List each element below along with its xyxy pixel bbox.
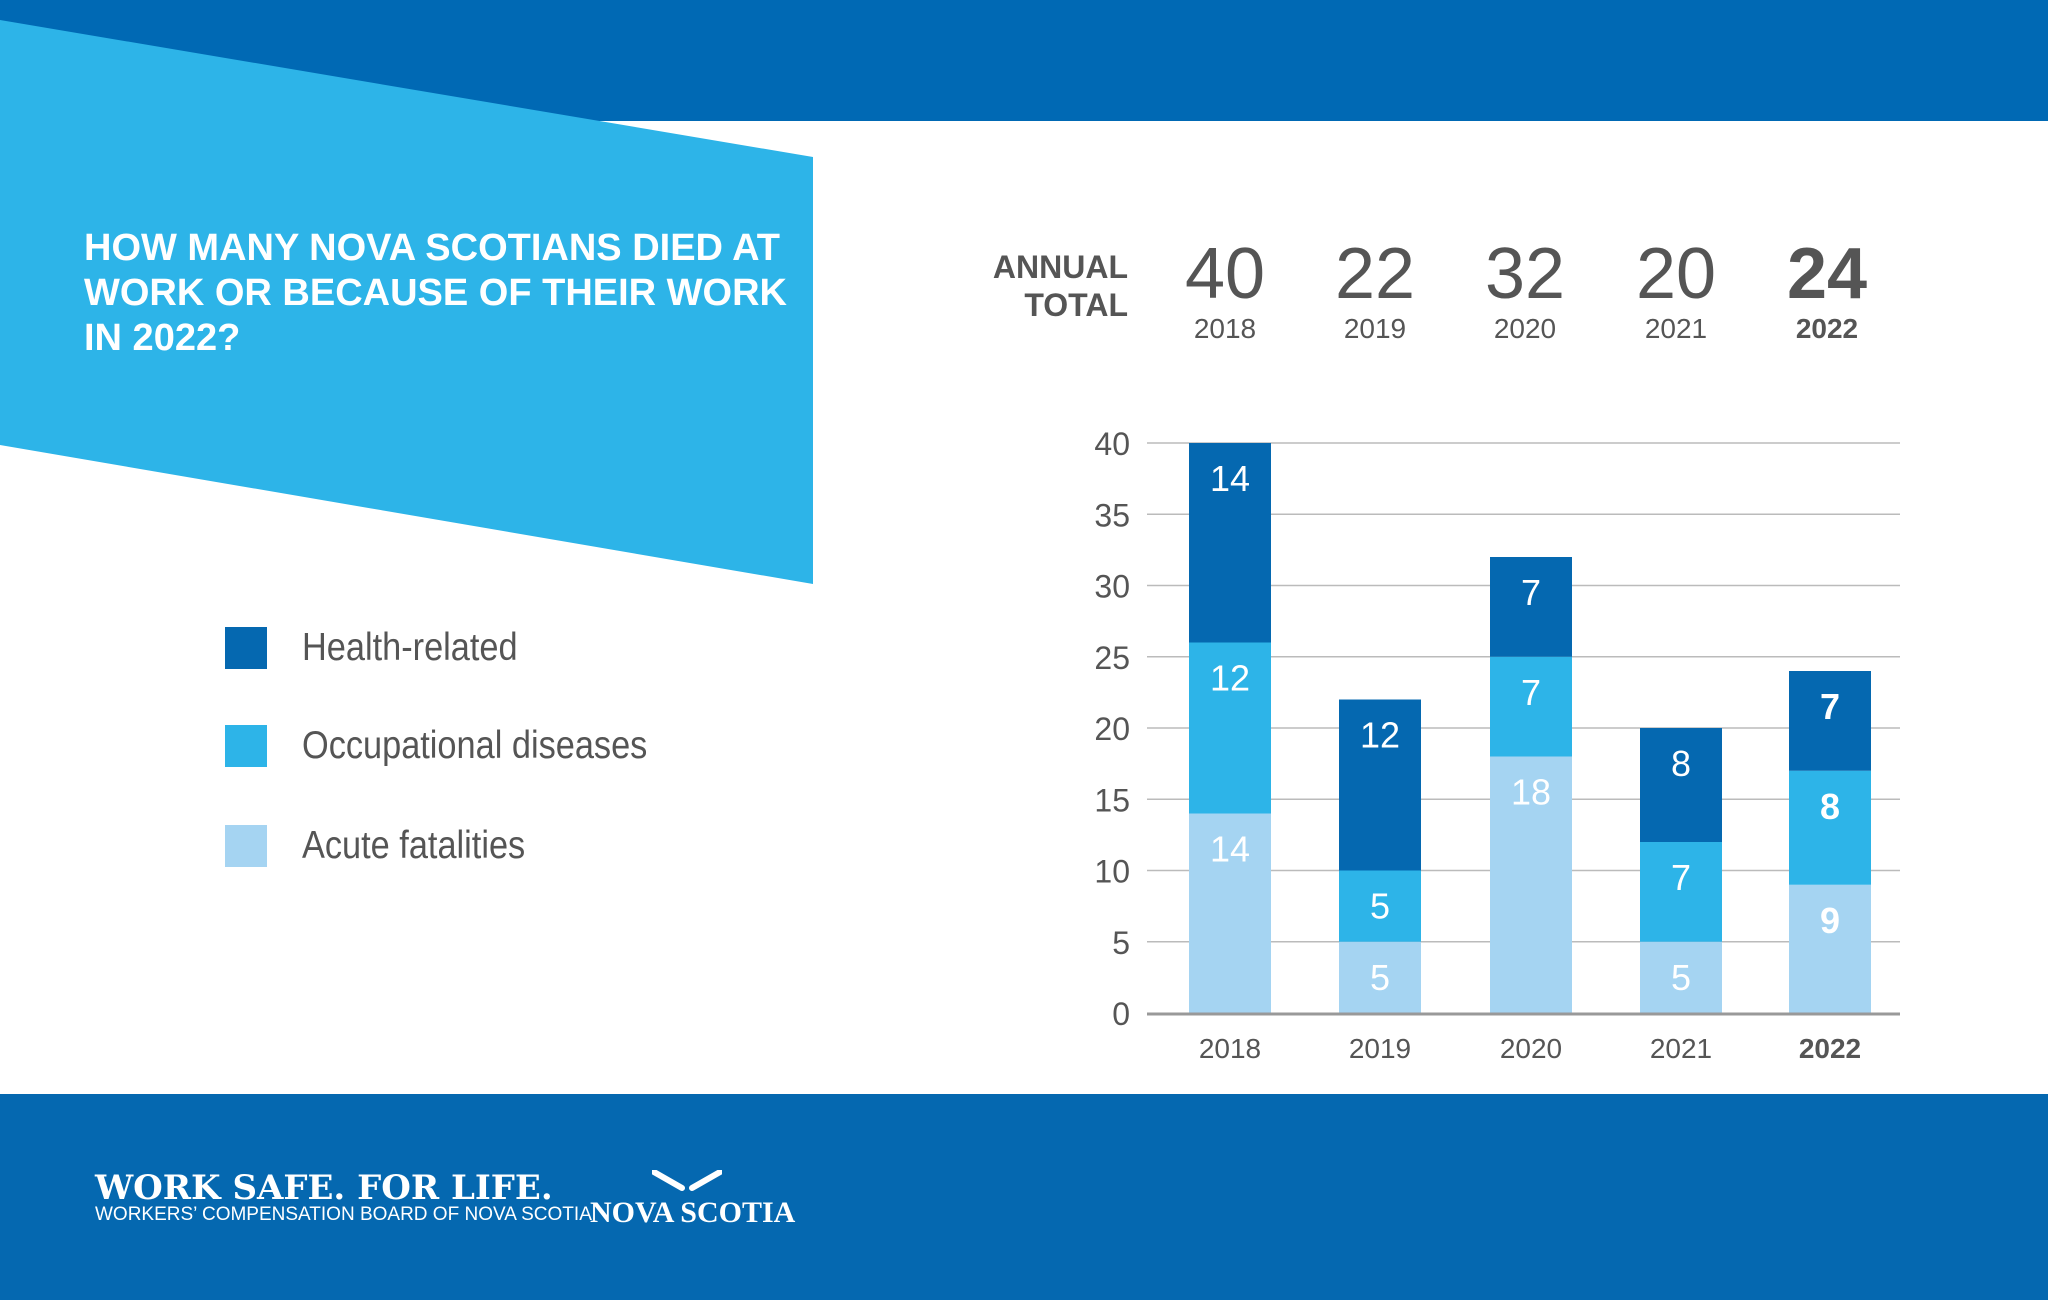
annual-total-2022: 24 2022 xyxy=(1747,236,1907,346)
footer-bar xyxy=(0,1094,2048,1300)
legend-item-acute: Acute fatalities xyxy=(225,824,556,867)
annual-total-2021: 20 2021 xyxy=(1596,236,1756,346)
bar-segment xyxy=(1789,770,1871,885)
y-tick-label: 35 xyxy=(1094,497,1130,533)
bar-segment xyxy=(1490,756,1572,1013)
logo-text: NOVA SCOTIA xyxy=(590,1196,796,1229)
y-tick-label: 10 xyxy=(1094,854,1130,890)
bar-segment xyxy=(1490,656,1572,757)
data-label: 5 xyxy=(1370,957,1390,998)
y-tick-label: 5 xyxy=(1112,925,1130,961)
annual-total-label: ANNUAL TOTAL xyxy=(960,248,1128,324)
x-tick-label: 2022 xyxy=(1799,1033,1861,1064)
bar-segment xyxy=(1640,941,1722,1013)
bar-segment xyxy=(1189,642,1271,814)
total-year: 2021 xyxy=(1644,313,1708,344)
bar-segment xyxy=(1189,813,1271,1013)
bar-segment xyxy=(1640,728,1722,842)
saltire-icon xyxy=(652,1170,722,1191)
data-label: 5 xyxy=(1370,886,1390,927)
annual-total-2018: 40 2018 xyxy=(1145,236,1305,346)
bar-segment xyxy=(1339,870,1421,942)
legend-item-health: Health-related xyxy=(225,626,547,669)
annual-total-2019: 22 2019 xyxy=(1295,236,1455,346)
stacked-bar-chart: 0 5 10 15 20 25 30 35 40 14 12 14 2018 5 5 12 2019 18 7 7 20… xyxy=(1094,426,1900,1064)
bar-segment xyxy=(1490,557,1572,657)
data-label: 14 xyxy=(1210,458,1250,499)
slogan: WORK SAFE. FOR LIFE. xyxy=(95,1168,553,1208)
bar-segment xyxy=(1789,884,1871,1013)
data-label: 7 xyxy=(1671,857,1691,898)
x-tick-label: 2021 xyxy=(1650,1033,1712,1064)
total-value: 24 xyxy=(1786,234,1868,314)
bar-segment xyxy=(1339,699,1421,871)
total-year: 2022 xyxy=(1795,313,1859,344)
x-tick-label: 2018 xyxy=(1199,1033,1261,1064)
annual-label-line2: TOTAL xyxy=(1024,287,1128,323)
legend-swatch xyxy=(225,725,267,767)
legend-label: Occupational diseases xyxy=(302,724,648,767)
x-tick-label: 2019 xyxy=(1349,1033,1411,1064)
data-label: 7 xyxy=(1521,672,1541,713)
total-value: 32 xyxy=(1484,234,1566,314)
total-year: 2018 xyxy=(1193,313,1257,344)
y-tick-label: 15 xyxy=(1094,782,1130,818)
data-label: 12 xyxy=(1210,658,1250,699)
data-label: 14 xyxy=(1210,829,1250,870)
legend-swatch xyxy=(225,627,267,669)
data-label: 9 xyxy=(1820,900,1840,941)
total-value: 40 xyxy=(1184,234,1266,314)
annual-total-2020: 32 2020 xyxy=(1445,236,1605,346)
legend-swatch xyxy=(225,825,267,867)
total-year: 2020 xyxy=(1493,313,1557,344)
y-tick-label: 20 xyxy=(1094,711,1130,747)
bar-segment xyxy=(1189,443,1271,643)
data-label: 8 xyxy=(1671,743,1691,784)
bar-segment xyxy=(1339,941,1421,1013)
y-tick-label: 30 xyxy=(1094,569,1130,605)
title-banner xyxy=(0,20,813,584)
data-label: 18 xyxy=(1511,772,1551,813)
data-label: 8 xyxy=(1820,786,1840,827)
y-tick-label: 40 xyxy=(1094,426,1130,462)
y-tick-label: 25 xyxy=(1094,640,1130,676)
data-label: 7 xyxy=(1521,572,1541,613)
total-year: 2019 xyxy=(1343,313,1407,344)
legend-label: Health-related xyxy=(302,626,518,669)
data-label: 12 xyxy=(1360,715,1400,756)
bar-segment xyxy=(1789,671,1871,771)
data-label: 7 xyxy=(1820,686,1840,727)
y-tick-label: 0 xyxy=(1112,996,1130,1032)
data-label: 5 xyxy=(1671,957,1691,998)
legend-label: Acute fatalities xyxy=(302,824,526,867)
x-tick-label: 2020 xyxy=(1500,1033,1562,1064)
org-name: WORKERS’ COMPENSATION BOARD OF NOVA SCOT… xyxy=(95,1204,592,1225)
nova-scotia-logo: NOVA SCOTIA xyxy=(590,1170,796,1230)
total-value: 22 xyxy=(1334,234,1416,314)
page-title: HOW MANY NOVA SCOTIANS DIED AT WORK OR B… xyxy=(84,227,787,359)
total-value: 20 xyxy=(1635,234,1717,314)
legend-item-occupational: Occupational diseases xyxy=(225,724,694,767)
bar-segment xyxy=(1640,842,1722,942)
annual-label-line1: ANNUAL xyxy=(992,249,1128,285)
